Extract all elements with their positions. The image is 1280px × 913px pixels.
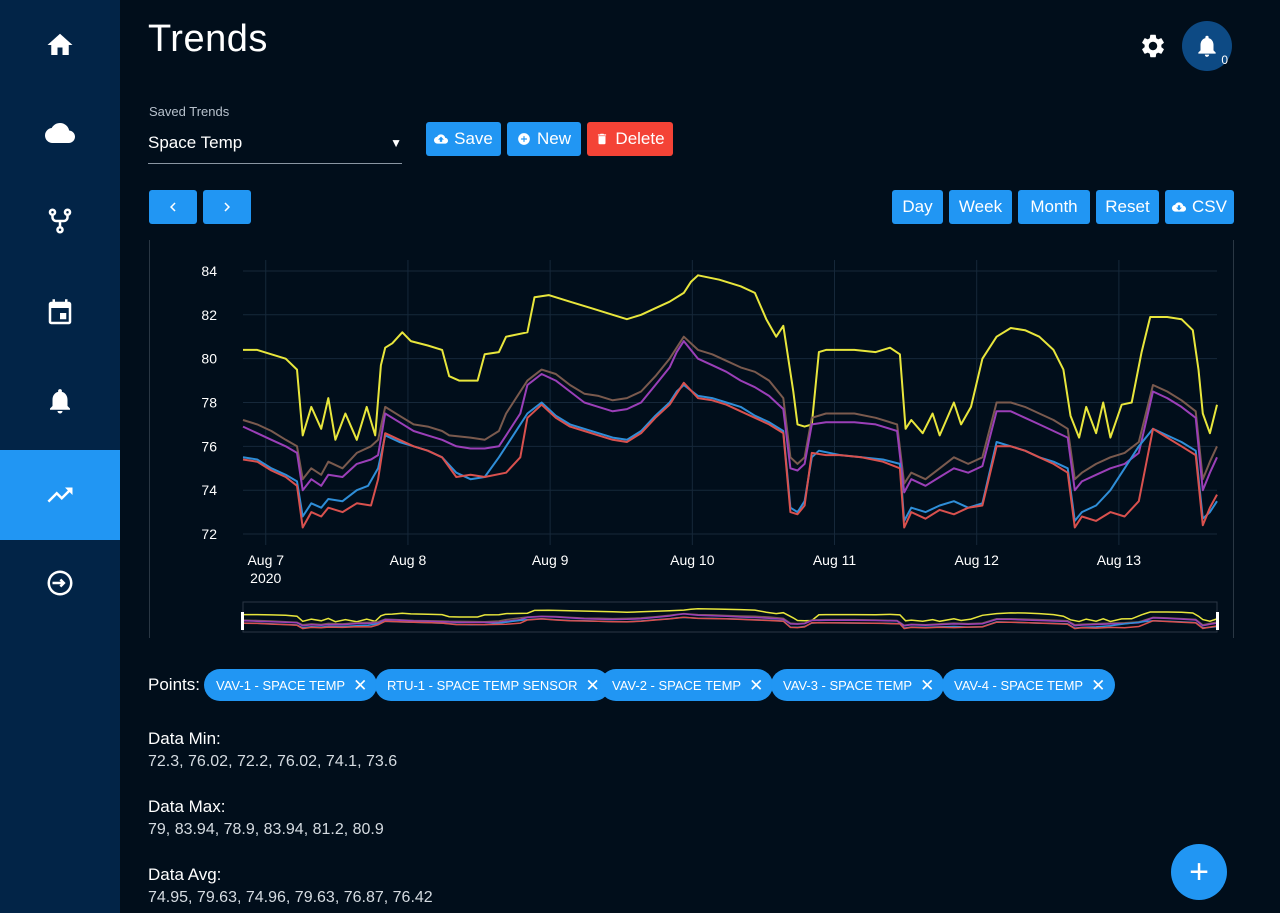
cloud-download-icon: [1172, 202, 1187, 212]
remove-point-icon[interactable]: ✕: [353, 675, 368, 695]
series-line: [243, 274, 1218, 441]
home-icon: [47, 33, 73, 55]
point-chip-label: VAV-2 - SPACE TEMP: [612, 677, 742, 693]
notification-count: 0: [1221, 53, 1228, 67]
plus-circle-icon: [518, 133, 530, 145]
remove-point-icon[interactable]: ✕: [1091, 675, 1106, 695]
sidebar-item-cloud[interactable]: [0, 88, 120, 178]
x-tick-label: Aug 8: [390, 552, 427, 568]
point-chip: VAV-3 - SPACE TEMP ✕: [771, 669, 945, 701]
range-series-line: [242, 613, 1218, 627]
saved-trends-value: Space Temp: [148, 132, 243, 152]
y-tick-label: 82: [201, 307, 217, 323]
range-handle-left: [241, 612, 244, 630]
previous-button[interactable]: [149, 190, 197, 224]
y-tick-label: 84: [201, 263, 217, 279]
y-tick-label: 78: [201, 395, 217, 411]
sidebar: [0, 0, 120, 913]
chevron-left-icon: [170, 202, 176, 212]
data-min-values: 72.3, 76.02, 72.2, 76.02, 74.1, 73.6: [148, 753, 398, 770]
series-line: [242, 381, 1218, 529]
sidebar-item-fork[interactable]: [0, 176, 120, 266]
remove-point-icon[interactable]: ✕: [749, 675, 764, 695]
delete-button[interactable]: Delete: [587, 122, 673, 156]
x-tick-label: Aug 10: [670, 552, 715, 568]
sidebar-item-alarms[interactable]: [0, 356, 120, 446]
sidebar-item-home[interactable]: [0, 0, 120, 90]
x-tick-label: Aug 11: [813, 552, 857, 568]
range-series-line: [242, 616, 1218, 630]
series-line: [242, 340, 1218, 494]
y-tick-label: 76: [201, 438, 217, 454]
point-chip: RTU-1 - SPACE TEMP SENSOR ✕: [375, 669, 610, 701]
x-tick-label: Aug 9: [532, 552, 569, 568]
range-month-button[interactable]: Month: [1018, 190, 1090, 224]
chevron-right-icon: [224, 202, 230, 212]
page-title: Trends: [148, 18, 268, 60]
saved-trends-select[interactable]: Space Temp ▼: [148, 122, 402, 164]
data-max-label: Data Max:: [148, 797, 226, 816]
csv-label: CSV: [1192, 197, 1227, 216]
trash-icon: [598, 133, 607, 145]
point-chip-label: VAV-3 - SPACE TEMP: [783, 677, 913, 693]
reset-button[interactable]: Reset: [1096, 190, 1159, 224]
sidebar-item-calendar[interactable]: [0, 268, 120, 358]
next-button[interactable]: [203, 190, 251, 224]
logout-icon: [47, 570, 73, 596]
x-year-label: 2020: [250, 570, 281, 586]
point-chip-label: VAV-4 - SPACE TEMP: [954, 677, 1084, 693]
y-tick-label: 74: [201, 482, 217, 498]
sidebar-item-trends[interactable]: [0, 450, 120, 540]
point-chip-label: RTU-1 - SPACE TEMP SENSOR: [387, 677, 578, 693]
remove-point-icon[interactable]: ✕: [920, 675, 935, 695]
range-series-line: [243, 607, 1218, 623]
new-button[interactable]: New: [507, 122, 581, 156]
cloud-upload-icon: [434, 134, 449, 144]
add-button[interactable]: +: [1171, 844, 1227, 900]
csv-button[interactable]: CSV: [1165, 190, 1234, 224]
sidebar-item-logout[interactable]: [0, 538, 120, 628]
gear-icon: [1142, 34, 1164, 58]
remove-point-icon[interactable]: ✕: [585, 675, 600, 695]
data-min-label: Data Min:: [148, 729, 221, 748]
series-line: [242, 335, 1218, 485]
x-tick-label: Aug 12: [955, 552, 1000, 568]
notifications-button[interactable]: 0: [1182, 21, 1232, 71]
range-handle-right: [1216, 612, 1219, 630]
point-chip: VAV-1 - SPACE TEMP ✕: [204, 669, 378, 701]
x-tick-label: Aug 13: [1097, 552, 1142, 568]
bell-icon: [1198, 35, 1216, 57]
points-label: Points:: [148, 675, 200, 694]
save-label: Save: [454, 129, 493, 148]
data-max-values: 79, 83.94, 78.9, 83.94, 81.2, 80.9: [148, 821, 384, 838]
point-chip-label: VAV-1 - SPACE TEMP: [216, 677, 346, 693]
data-avg-label: Data Avg:: [148, 865, 222, 884]
delete-label: Delete: [615, 129, 665, 148]
x-tick-label: Aug 7: [247, 552, 284, 568]
calendar-icon: [48, 299, 72, 325]
caret-down-icon: ▼: [390, 136, 402, 150]
range-week-button[interactable]: Week: [949, 190, 1012, 224]
fork-icon: [48, 208, 72, 234]
y-tick-label: 72: [201, 526, 217, 542]
trending-up-icon: [47, 487, 73, 503]
point-chip: VAV-2 - SPACE TEMP ✕: [600, 669, 774, 701]
save-button[interactable]: Save: [426, 122, 501, 156]
range-day-button[interactable]: Day: [892, 190, 943, 224]
trend-chart[interactable]: 72 74 76 78 80 82 84 Aug 7 Aug 8 Aug 9 Aug 10 Aug 1…: [149, 240, 1234, 638]
point-chip: VAV-4 - SPACE TEMP ✕: [942, 669, 1116, 701]
settings-button[interactable]: [1139, 32, 1167, 60]
data-avg-values: 74.95, 79.63, 74.96, 79.63, 76.87, 76.42: [148, 889, 433, 906]
bell-icon: [50, 389, 70, 414]
trend-chart-svg[interactable]: 72 74 76 78 80 82 84 Aug 7 Aug 8 Aug 9 Aug 10 Aug 1…: [150, 240, 1235, 638]
new-label: New: [536, 129, 571, 148]
y-tick-label: 80: [201, 351, 217, 367]
cloud-icon: [45, 123, 75, 143]
saved-trends-label: Saved Trends: [149, 104, 230, 119]
